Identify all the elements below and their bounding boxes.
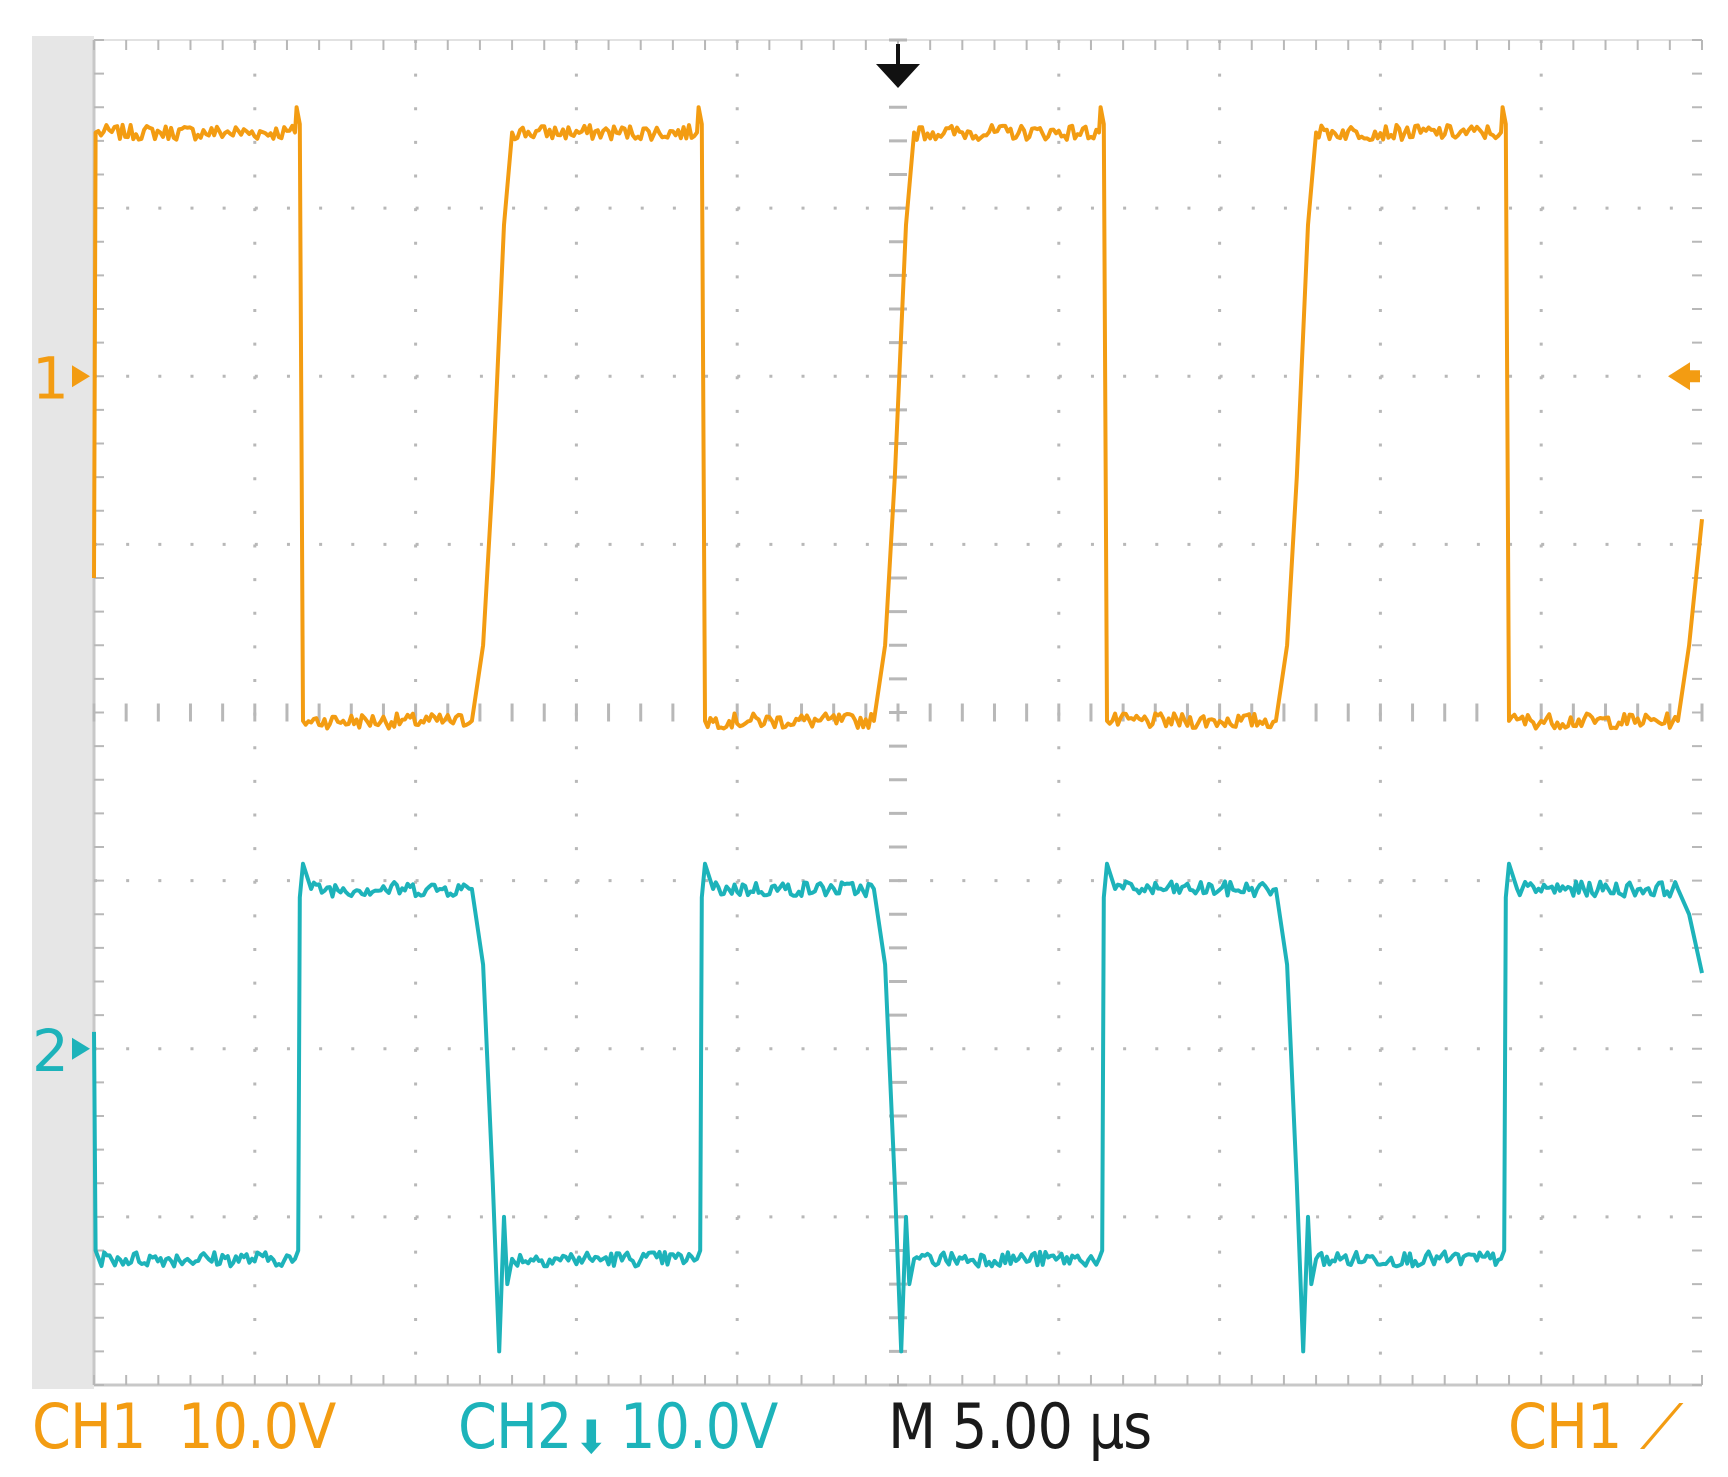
ch2-ground-arrow-icon: [72, 1037, 90, 1060]
ch2-coupling-icon: ⬇: [574, 1410, 609, 1464]
ch1-label: CH1: [32, 1390, 146, 1463]
ch1-ground-arrow-icon: [72, 365, 90, 388]
ch2-ground-marker-label: 2: [32, 1017, 69, 1085]
traces: [92, 105, 1704, 1354]
ch1-trace: [92, 105, 1704, 731]
ch1-ground-marker-label: 1: [32, 344, 69, 412]
markers: 1 2: [32, 44, 1700, 1085]
ch1-scale: 10.0V: [178, 1390, 336, 1463]
ch2-scale: 10.0V: [620, 1390, 778, 1463]
trigger-slope-icon: ⟋: [1640, 1390, 1683, 1463]
trigger-source: CH1: [1508, 1390, 1622, 1463]
trigger-level-arrow-icon: [1668, 362, 1690, 391]
left-frame-strip: [32, 36, 94, 1389]
trigger-position-arrow-icon: [876, 64, 920, 88]
ch2-label: CH2: [458, 1390, 572, 1463]
timebase-readout: M 5.00 μs: [888, 1390, 1152, 1463]
ch2-trace: [92, 861, 1704, 1354]
trigger-level-arrow-tail: [1688, 370, 1700, 383]
